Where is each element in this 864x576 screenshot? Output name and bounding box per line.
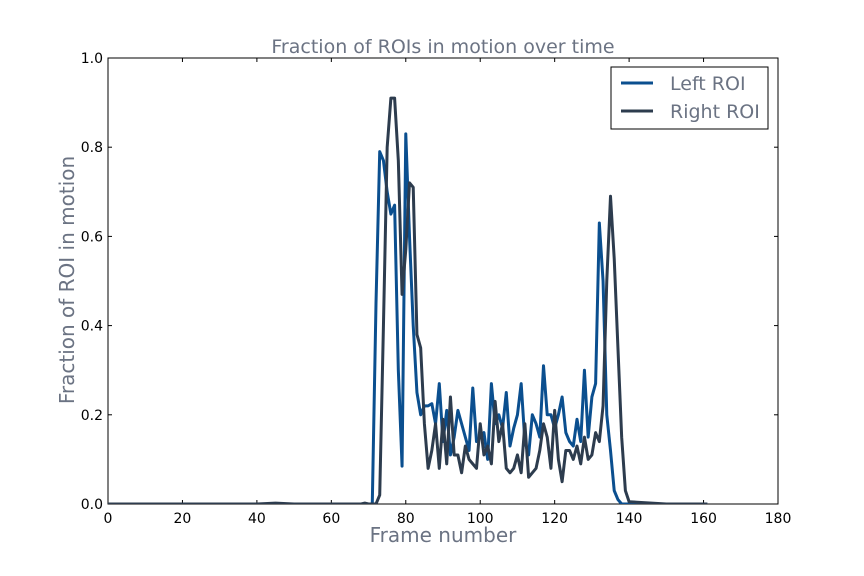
y-tick-label: 0.0 (81, 497, 103, 513)
legend-label-left-roi: Left ROI (670, 73, 746, 95)
x-tick-label: 140 (616, 511, 643, 527)
series-line-left-roi (108, 132, 708, 504)
y-tick-label: 1.0 (81, 51, 103, 67)
x-tick-label: 40 (248, 511, 266, 527)
y-tick-label: 0.4 (81, 319, 103, 335)
legend-label-right-roi: Right ROI (670, 101, 760, 123)
x-axis-label: Frame number (370, 523, 518, 547)
series-line-right-roi (108, 96, 708, 504)
x-tick-label: 160 (690, 511, 717, 527)
y-axis-label: Fraction of ROI in motion (55, 156, 79, 404)
y-tick-label: 0.6 (81, 229, 103, 245)
x-tick-label: 100 (467, 511, 494, 527)
x-tick-label: 0 (104, 511, 113, 527)
x-tick-label: 180 (765, 511, 792, 527)
legend-box (610, 66, 769, 130)
x-tick-label: 80 (397, 511, 415, 527)
y-tick-label: 0.8 (81, 140, 103, 156)
plot-frame (107, 57, 779, 505)
x-tick-label: 60 (322, 511, 340, 527)
x-tick-label: 20 (174, 511, 192, 527)
legend: Left ROI Right ROI (610, 66, 769, 130)
x-tick-label: 120 (541, 511, 568, 527)
plot-area: 0 20 40 60 80 100 120 140 160 180 0.0 0.2 0.4 0.6 0.8 1… (81, 51, 792, 527)
y-tick-label: 0.2 (81, 408, 103, 424)
chart-title: Fraction of ROIs in motion over time (271, 36, 614, 58)
